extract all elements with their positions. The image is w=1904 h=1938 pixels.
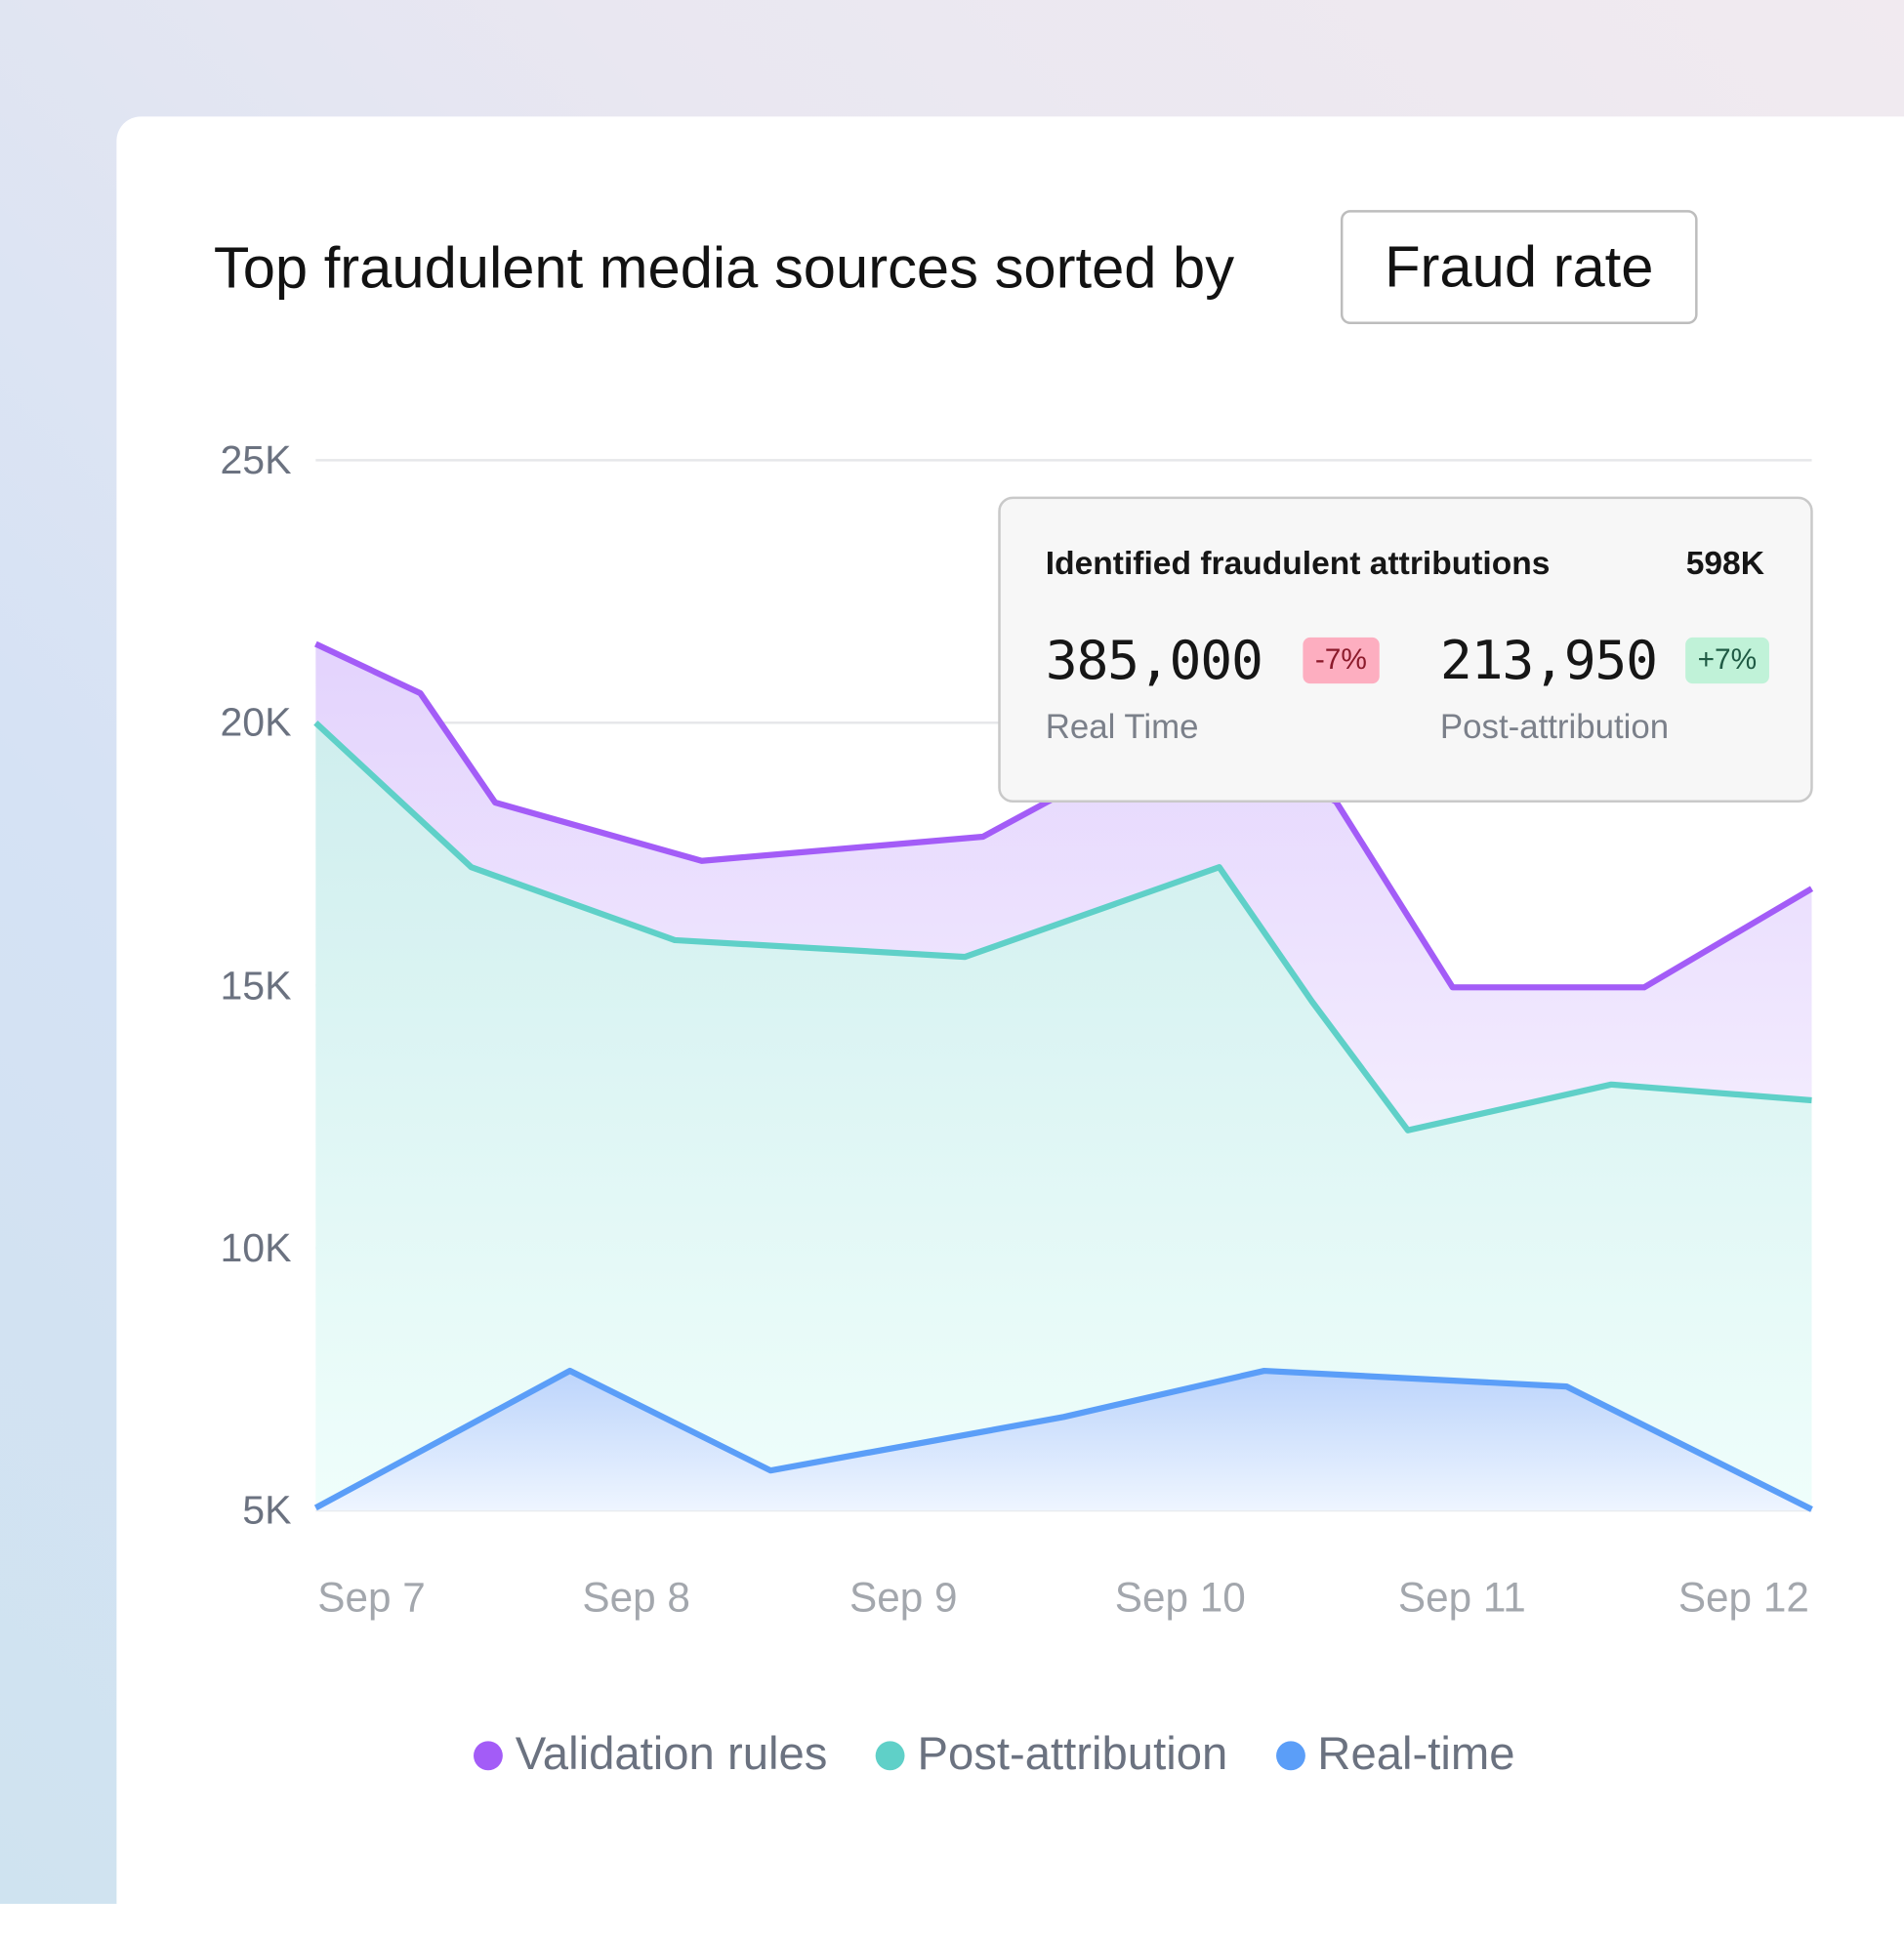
y-tick-label: 15K: [220, 963, 291, 1009]
legend-dot-icon: [474, 1741, 503, 1770]
y-tick-label: 25K: [220, 437, 291, 483]
legend-dot-icon: [1276, 1741, 1305, 1770]
y-tick-label: 20K: [220, 700, 291, 746]
legend-item-post-attribution[interactable]: Post-attribution: [876, 1729, 1227, 1781]
post-attribution-change-badge: +7%: [1685, 638, 1768, 683]
tooltip-total: 598K: [1686, 545, 1764, 583]
x-tick-label: Sep 9: [849, 1575, 958, 1623]
post-attribution-value: 213,950: [1440, 630, 1657, 691]
real-time-change-badge: -7%: [1303, 638, 1379, 683]
legend-item-validation-rules[interactable]: Validation rules: [474, 1729, 827, 1781]
x-tick-label: Sep 12: [1678, 1575, 1809, 1623]
x-tick-label: Sep 8: [582, 1575, 690, 1623]
y-tick-label: 10K: [220, 1225, 291, 1271]
x-tick-label: Sep 7: [317, 1575, 426, 1623]
chart-legend: Validation rules Post-attribution Real-t…: [0, 1729, 1904, 1781]
legend-label: Post-attribution: [917, 1729, 1227, 1781]
tooltip-heading: Identified fraudulent attributions: [1046, 545, 1551, 583]
chart-tooltip: Identified fraudulent attributions 598K …: [998, 497, 1812, 803]
y-tick-label: 5K: [242, 1487, 291, 1533]
real-time-value: 385,000: [1046, 630, 1262, 691]
legend-label: Real-time: [1317, 1729, 1514, 1781]
post-attribution-label: Post-attribution: [1440, 708, 1669, 747]
real-time-label: Real Time: [1046, 708, 1199, 747]
legend-label: Validation rules: [516, 1729, 828, 1781]
legend-item-real-time[interactable]: Real-time: [1276, 1729, 1515, 1781]
x-tick-label: Sep 11: [1398, 1575, 1526, 1623]
x-tick-label: Sep 10: [1115, 1575, 1246, 1623]
legend-dot-icon: [876, 1741, 905, 1770]
